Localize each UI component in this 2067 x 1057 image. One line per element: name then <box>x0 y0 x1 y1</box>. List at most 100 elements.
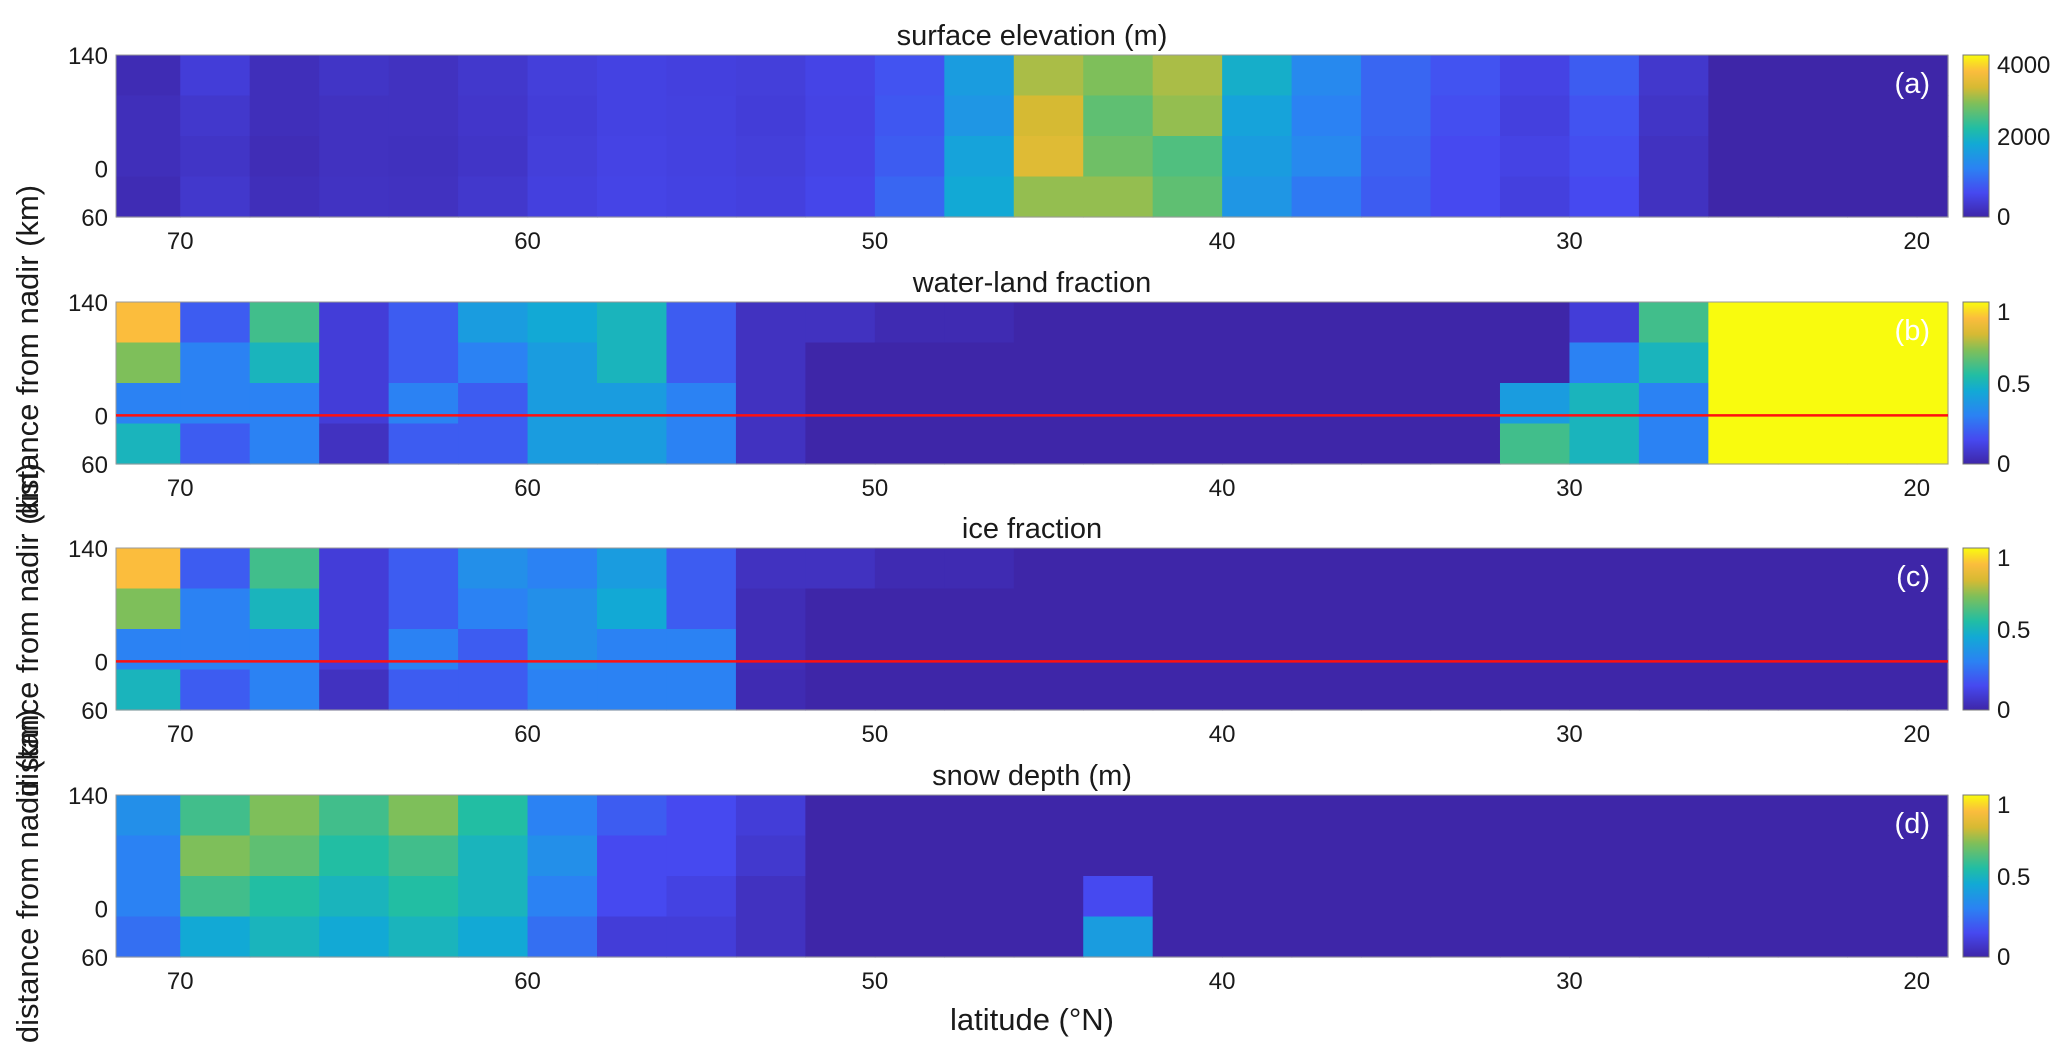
heatmap-cell <box>944 342 1015 384</box>
heatmap-cell <box>527 342 598 384</box>
heatmap-cell <box>527 795 598 837</box>
axes-box <box>115 547 1949 711</box>
heatmap-cell <box>388 302 459 344</box>
heatmap-cell <box>874 55 945 97</box>
heatmap-cell <box>319 629 390 671</box>
heatmap-cell <box>1222 176 1293 218</box>
heatmap-cell <box>1222 916 1293 958</box>
heatmap-cell <box>1638 669 1709 711</box>
heatmap-cell <box>597 588 668 630</box>
heatmap-cell <box>319 176 390 218</box>
heatmap-cell <box>1291 176 1362 218</box>
heatmap-cell <box>1569 383 1640 425</box>
heatmap-cell <box>1361 176 1432 218</box>
colorbar: 0 2000 4000 <box>1962 52 2050 231</box>
heatmap-cell <box>1708 835 1779 877</box>
heatmap-cell <box>1361 916 1432 958</box>
heatmap-cell <box>1708 302 1779 344</box>
heatmap-cell <box>1569 302 1640 344</box>
heatmap-cell <box>1430 795 1501 837</box>
heatmap-cell <box>458 383 529 425</box>
heatmap-cell <box>1638 876 1709 918</box>
heatmap-cell <box>1222 835 1293 877</box>
colorbar-tick-label: 1 <box>1997 545 2010 572</box>
heatmap-cell <box>1361 55 1432 97</box>
heatmap-cell <box>874 548 945 590</box>
y-tick-label: 60 <box>81 452 108 479</box>
y-axis-label: distance from nadir (km) <box>10 463 45 797</box>
x-tick-label: 40 <box>1209 475 1236 502</box>
heatmap-cell <box>1638 342 1709 384</box>
heatmap-cell <box>1708 669 1779 711</box>
heatmap-cell <box>1430 669 1501 711</box>
heatmap-cell <box>1152 55 1223 97</box>
heatmap-cell <box>319 55 390 97</box>
heatmap-cell <box>735 383 806 425</box>
heatmap-cell <box>1777 342 1848 384</box>
heatmap-cell <box>1777 795 1848 837</box>
heatmap-cell <box>1708 916 1779 958</box>
heatmap-cell <box>1777 916 1848 958</box>
y-tick-label: 140 <box>68 290 108 317</box>
heatmap-cell <box>458 795 529 837</box>
heatmap-cell <box>1916 835 1949 877</box>
heatmap-cell <box>458 95 529 137</box>
heatmap-cell <box>1013 383 1084 425</box>
colorbar-tick-label: 0.5 <box>1997 371 2030 398</box>
heatmap-cell <box>1083 588 1154 630</box>
heatmap-cell <box>597 95 668 137</box>
heatmap-cell <box>116 835 181 877</box>
heatmap-cell <box>1083 876 1154 918</box>
heatmap-cell <box>805 302 876 344</box>
heatmap-cell <box>597 835 668 877</box>
heatmap-cell <box>1708 588 1779 630</box>
heatmap-cell <box>874 302 945 344</box>
heatmap-cell <box>116 95 181 137</box>
heatmap-cell <box>1222 136 1293 178</box>
heatmap-cell <box>527 835 598 877</box>
heatmap-cell <box>1361 342 1432 384</box>
heatmap-cell <box>1291 423 1362 465</box>
heatmap-cell <box>388 876 459 918</box>
heatmap-cell <box>597 136 668 178</box>
heatmap-cell <box>319 835 390 877</box>
heatmap-cell <box>249 795 320 837</box>
heatmap-cell <box>1361 835 1432 877</box>
heatmap-cell <box>249 835 320 877</box>
heatmap-cell <box>1222 383 1293 425</box>
heatmap-cell <box>1152 423 1223 465</box>
heatmap-cell <box>1847 136 1918 178</box>
colorbar-tick-label: 4000 <box>1997 52 2050 79</box>
heatmap-cell <box>1638 916 1709 958</box>
panels: surface elevation (m)(a)70 60 50 40 30 201400… <box>68 20 2050 995</box>
x-tick-label: 30 <box>1556 228 1583 255</box>
heatmap-cell <box>1222 876 1293 918</box>
heatmap-cell <box>1222 423 1293 465</box>
heatmap-cell <box>735 629 806 671</box>
heatmap-cell <box>527 588 598 630</box>
heatmap-cell <box>805 176 876 218</box>
heatmap-cell <box>1430 136 1501 178</box>
heatmap <box>116 55 1949 218</box>
heatmap <box>116 548 1949 711</box>
heatmap-cell <box>1916 588 1949 630</box>
heatmap-cell <box>874 176 945 218</box>
heatmap-cell <box>1083 302 1154 344</box>
heatmap-cell <box>1847 383 1918 425</box>
heatmap-cell <box>1083 916 1154 958</box>
heatmap-cell <box>180 629 251 671</box>
heatmap-cell <box>1916 629 1949 671</box>
heatmap-cell <box>597 176 668 218</box>
heatmap-cell <box>388 795 459 837</box>
heatmap-cell <box>1569 342 1640 384</box>
heatmap-cell <box>735 423 806 465</box>
heatmap-cell <box>1361 629 1432 671</box>
heatmap-cell <box>944 795 1015 837</box>
heatmap-cell <box>1430 548 1501 590</box>
x-tick-label: 50 <box>861 475 888 502</box>
heatmap <box>116 795 1949 958</box>
heatmap-cell <box>458 669 529 711</box>
heatmap-cell <box>1499 342 1571 384</box>
heatmap-cell <box>1083 342 1154 384</box>
heatmap-cell <box>1222 548 1293 590</box>
